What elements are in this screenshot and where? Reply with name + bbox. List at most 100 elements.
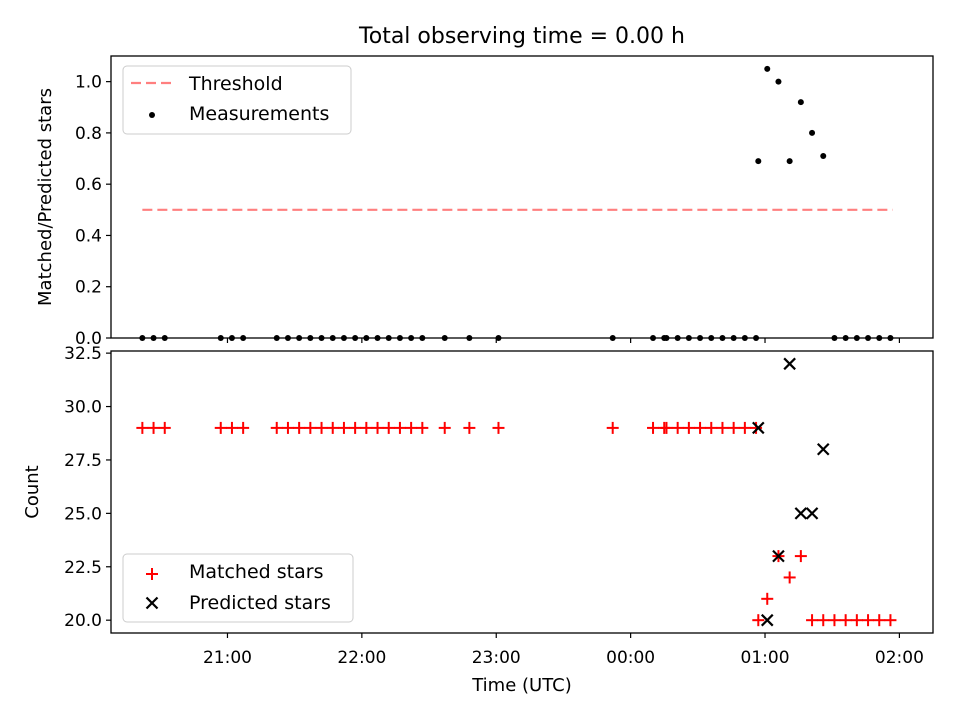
- predicted-star-point: [760, 613, 774, 627]
- predicted-star-point-b: [794, 507, 808, 520]
- predicted-star-point-b: [805, 507, 819, 520]
- matched-star-point: [716, 421, 729, 434]
- bottom-axes: 20.0 22.5 25.0 27.5 30.0 32.5 21:00 22:00 23:00 0…: [64, 344, 924, 668]
- matched-star-point: [136, 421, 149, 434]
- chart-title: Total observing time = 0.00 h: [358, 24, 685, 49]
- matched-star-point: [382, 421, 395, 434]
- x-tick-label: 23:00: [472, 648, 521, 668]
- x-tick-label: 21:00: [203, 648, 252, 668]
- top-y-tick-label: 0.0: [75, 329, 102, 349]
- matched-star-point: [850, 614, 863, 627]
- bottom-y-tick-label: 30.0: [64, 398, 102, 418]
- predicted-star-point-b: [772, 549, 785, 563]
- matched-star-point: [705, 421, 718, 434]
- bottom-y-tick-label: 22.5: [64, 558, 102, 578]
- x-axis-label: Time (UTC): [471, 675, 572, 696]
- dot-marker-icon: [149, 112, 155, 118]
- top-y-tick-label: 1.0: [75, 73, 102, 93]
- matched-star-point: [727, 421, 740, 434]
- predicted-star-point-b: [783, 357, 796, 371]
- top-y-tick-label: 0.4: [75, 226, 102, 246]
- top-legend-box: [122, 65, 352, 135]
- matched-star-point: [147, 421, 160, 434]
- matched-star-point: [326, 421, 339, 434]
- matched-star-point: [492, 421, 505, 434]
- x-marker-icon: [145, 596, 159, 610]
- x-tick-label: 02:00: [875, 648, 924, 668]
- measurement-point: [755, 158, 762, 165]
- predicted-star-point: [805, 507, 819, 520]
- measurement-point: [764, 65, 771, 72]
- measurement-point: [786, 158, 793, 165]
- matched-star-point: [349, 421, 362, 434]
- legend-label-matched: Matched stars: [189, 561, 323, 583]
- top-legend: Threshold Measurements: [122, 65, 352, 135]
- measurement-point: [820, 152, 827, 159]
- matched-star-point: [393, 421, 406, 434]
- bottom-legend-box: [122, 553, 354, 623]
- top-y-tick-label: 0.2: [75, 278, 102, 298]
- top-plot-frame: [110, 55, 934, 339]
- matched-star-point: [438, 421, 451, 434]
- matched-star-point: [416, 421, 429, 434]
- matched-star-point: [463, 421, 476, 434]
- predicted-legend-marker-b: [145, 596, 159, 610]
- bottom-plot-frame: [110, 350, 934, 634]
- matched-star-point: [606, 421, 619, 434]
- matched-star-point: [671, 421, 684, 434]
- matched-star-point: [884, 614, 897, 627]
- matched-legend-marker: [146, 568, 158, 580]
- matched-star-point: [694, 421, 707, 434]
- matched-star-point: [270, 421, 283, 434]
- legend-label-threshold: Threshold: [188, 73, 283, 95]
- predicted-legend-marker: [145, 596, 159, 610]
- matched-star-point: [647, 421, 660, 434]
- matched-star-point: [806, 614, 819, 627]
- matched-star-point: [293, 421, 306, 434]
- bottom-marks: [136, 357, 897, 627]
- matched-star-point: [794, 550, 807, 563]
- predicted-star-point-b: [760, 613, 774, 627]
- top-axes: 0.0 0.2 0.4 0.6 0.8 1.0: [75, 73, 901, 349]
- plus-marker-icon: [146, 568, 158, 580]
- matched-star-point: [237, 421, 250, 434]
- x-tick-label: 00:00: [606, 648, 655, 668]
- bottom-y-tick-label: 20.0: [64, 611, 102, 631]
- matched-star-point: [337, 421, 350, 434]
- matched-star-point: [281, 421, 294, 434]
- matched-star-point: [225, 421, 238, 434]
- predicted-star-point: [783, 357, 796, 371]
- matched-star-point: [828, 614, 841, 627]
- bottom-legend: Matched stars Predicted stars: [122, 553, 354, 623]
- legend-label-measurements: Measurements: [189, 103, 329, 125]
- top-y-tick-label: 0.6: [75, 175, 102, 195]
- matched-star-point: [862, 614, 875, 627]
- top-panel: 0.0 0.2 0.4 0.6 0.8 1.0 Matched/Predicted sta…: [35, 55, 934, 349]
- matched-star-point: [783, 571, 796, 584]
- bottom-y-tick-label: 27.5: [64, 451, 102, 471]
- bottom-y-tick-label: 25.0: [64, 504, 102, 524]
- matched-star-point: [371, 421, 384, 434]
- matched-star-point: [873, 614, 886, 627]
- matched-star-point: [158, 421, 171, 434]
- top-y-axis-label: Matched/Predicted stars: [35, 88, 56, 306]
- matched-star-point: [660, 421, 673, 434]
- matched-star-point: [304, 421, 317, 434]
- x-tick-label: 22:00: [337, 648, 386, 668]
- matched-star-point: [839, 614, 852, 627]
- top-y-tick-label: 0.8: [75, 124, 102, 144]
- matched-star-point: [738, 421, 751, 434]
- predicted-star-point: [752, 421, 765, 435]
- matched-star-point: [360, 421, 373, 434]
- predicted-star-point-b: [752, 421, 765, 435]
- bottom-panel: 20.0 22.5 25.0 27.5 30.0 32.5 21:00 22:00 23:00 0…: [22, 344, 934, 696]
- matched-star-point: [752, 614, 765, 627]
- predicted-star-point: [794, 507, 808, 520]
- matched-star-point: [315, 421, 328, 434]
- measurement-point: [809, 129, 816, 136]
- predicted-star-point: [772, 549, 785, 563]
- predicted-star-point-b: [816, 442, 830, 456]
- measurement-point: [797, 99, 804, 106]
- matched-star-point: [817, 614, 830, 627]
